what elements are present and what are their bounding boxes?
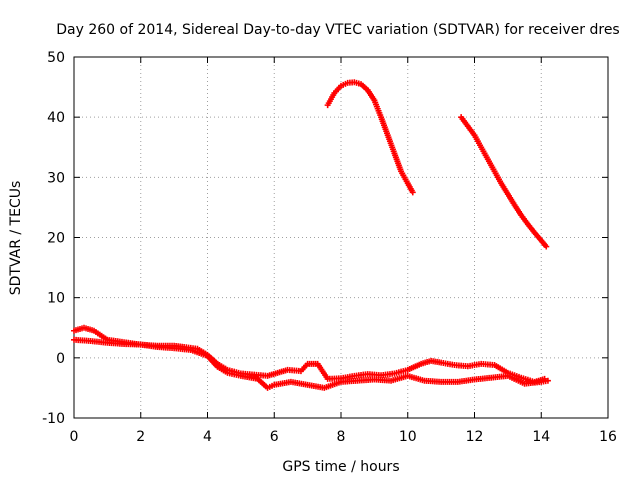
series-arc-low-lower	[71, 336, 551, 391]
series-arc-descending	[458, 114, 550, 250]
x-tick-label: 16	[599, 429, 617, 445]
x-tick-label: 4	[203, 429, 212, 445]
x-tick-label: 6	[270, 429, 279, 445]
y-tick-label: 50	[47, 50, 65, 66]
x-tick-label: 0	[70, 429, 79, 445]
chart-title: Day 260 of 2014, Sidereal Day-to-day VTE…	[56, 22, 619, 38]
y-tick-label: 10	[47, 291, 65, 307]
x-tick-label: 12	[466, 429, 484, 445]
x-tick-label: 14	[532, 429, 550, 445]
data-point-marker	[544, 377, 551, 384]
data-point-marker	[409, 189, 416, 196]
x-tick-label: 10	[399, 429, 417, 445]
y-tick-label: 40	[47, 110, 65, 126]
x-tick-label: 2	[136, 429, 145, 445]
y-tick-label: 20	[47, 231, 65, 247]
y-tick-label: 30	[47, 170, 65, 186]
data-point-marker	[543, 243, 550, 250]
y-tick-label: 0	[56, 351, 65, 367]
y-tick-label: -10	[42, 411, 65, 427]
plot-frame	[73, 56, 609, 419]
y-axis-label: SDTVAR / TECUs	[8, 181, 24, 296]
x-tick-label: 8	[337, 429, 346, 445]
grid-layer	[74, 57, 608, 418]
data-layer	[71, 79, 551, 391]
ticks-layer: 0 2 4 6 8 10 12 14 16 -10 0 10 20 30 40 50	[42, 50, 617, 445]
series-arc-low-upper	[71, 324, 548, 385]
series-arc-peak	[324, 79, 416, 196]
x-axis-label: GPS time / hours	[282, 459, 399, 475]
